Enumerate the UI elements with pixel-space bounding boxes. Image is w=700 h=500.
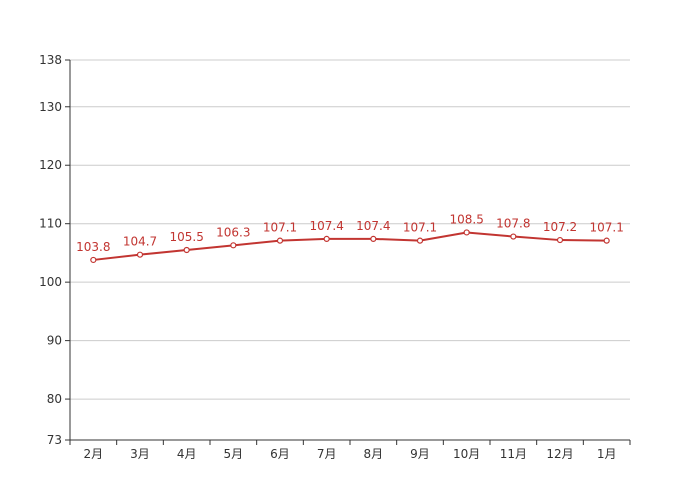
y-tick-label: 73 [47, 433, 62, 447]
x-tick-label: 9月 [410, 447, 430, 461]
data-point [183, 246, 190, 254]
x-tick-label: 10月 [453, 447, 480, 461]
data-label: 107.1 [403, 221, 437, 235]
data-point [510, 233, 517, 240]
data-labels: 103.8 104.7 105.5 106.3 107.1 107.4 107.4 107.1… [76, 212, 624, 253]
x-axis-tick-labels: 2月 3月 4月 5月 6月 7月 8月 9月 10月 11月 12月 1月 [84, 447, 617, 461]
data-point [323, 235, 330, 242]
data-point [276, 237, 284, 244]
axes [65, 59, 631, 445]
x-tick-label: 12月 [546, 447, 573, 461]
x-tick-label: 5月 [224, 447, 244, 461]
data-point [230, 242, 237, 249]
grid-lines [70, 59, 630, 400]
data-label: 106.3 [216, 225, 250, 239]
x-tick-label: 8月 [364, 447, 384, 461]
x-tick-label: 1月 [597, 447, 617, 461]
data-point [136, 251, 144, 258]
y-tick-label: 90 [47, 334, 62, 348]
data-points [90, 229, 610, 264]
data-label: 107.1 [263, 221, 297, 235]
data-point [416, 237, 424, 244]
data-label: 107.2 [543, 220, 577, 234]
x-tick-label: 3月 [130, 447, 150, 461]
x-tick-label: 4月 [177, 447, 197, 461]
data-point [463, 229, 470, 236]
data-label: 107.1 [589, 221, 623, 235]
data-point [556, 236, 564, 244]
data-label: 107.4 [309, 219, 343, 233]
data-label: 104.7 [123, 235, 157, 249]
y-tick-label: 120 [39, 158, 62, 172]
y-tick-label: 130 [39, 100, 62, 114]
data-label: 107.8 [496, 217, 530, 231]
data-point [370, 235, 377, 242]
series-line-path [93, 231, 607, 261]
y-tick-label: 138 [39, 53, 62, 67]
data-label: 103.8 [76, 240, 110, 254]
data-label: 105.5 [169, 230, 203, 244]
series-line [93, 231, 607, 261]
x-tick-label: 11月 [500, 447, 527, 461]
data-label: 108.5 [449, 212, 483, 226]
x-tick-label: 7月 [317, 447, 337, 461]
y-tick-label: 80 [47, 392, 62, 406]
y-tick-label: 110 [39, 217, 62, 231]
y-axis-tick-labels: 73 80 90 100 110 120 130 138 [39, 53, 62, 447]
data-point [90, 256, 97, 264]
x-tick-label: 2月 [84, 447, 104, 461]
x-tick-label: 6月 [270, 447, 290, 461]
data-label: 107.4 [356, 219, 390, 233]
data-point [603, 237, 610, 244]
y-tick-label: 100 [39, 275, 62, 289]
